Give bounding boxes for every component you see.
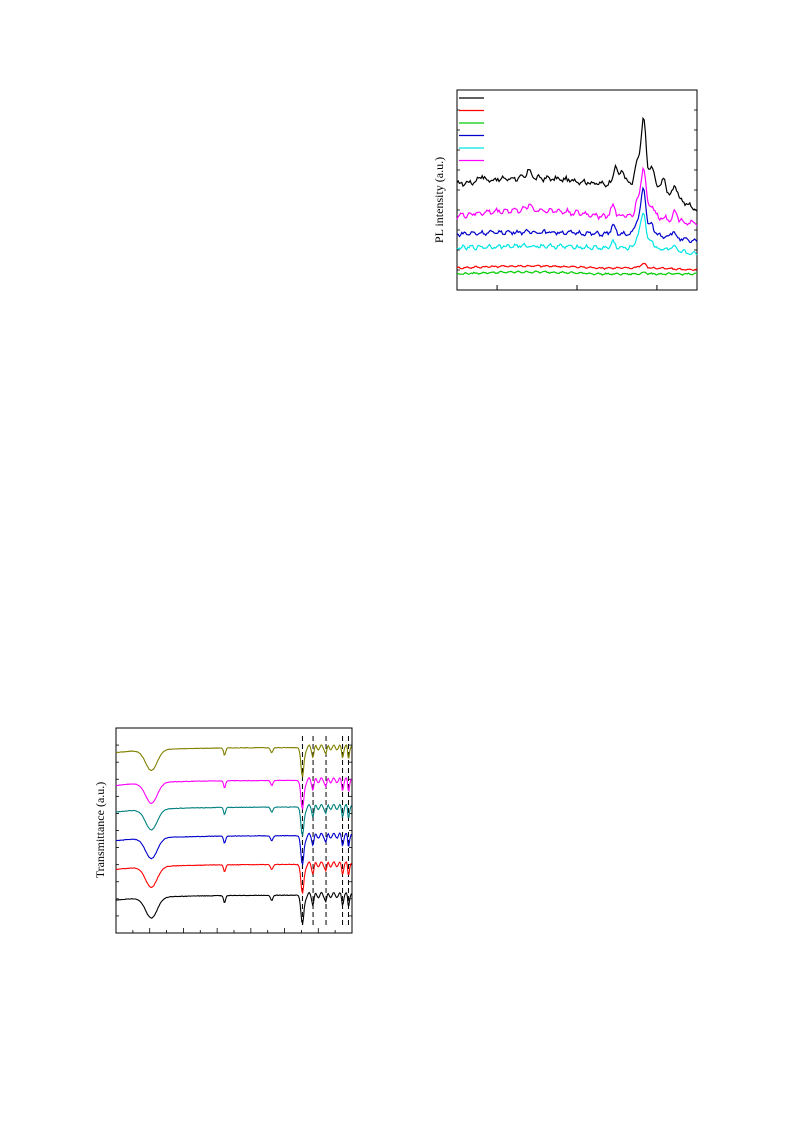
ftir-series-line (115, 776, 352, 811)
pl-plot-frame (456, 89, 698, 291)
pl-chart-svg: PL intensity (a.u.) (432, 89, 698, 291)
ftir-series-line (115, 860, 352, 895)
pl-chart: PL intensity (a.u.) (425, 78, 715, 308)
pl-series-lines (456, 116, 698, 276)
pl-series-line (456, 270, 697, 276)
ftir-series-line (115, 803, 352, 837)
ftir-chart-svg: Transmittance (a.u.) (93, 727, 353, 934)
ftir-series-line (115, 891, 352, 926)
ftir-tick-marks (116, 744, 352, 933)
pl-series-line (456, 262, 698, 272)
ftir-series-line (115, 832, 352, 866)
pl-legend (459, 97, 484, 162)
pl-y-axis-label: PL intensity (a.u.) (432, 157, 446, 243)
ftir-series-line (116, 744, 352, 779)
ftir-y-axis-label: Transmittance (a.u.) (93, 782, 107, 879)
pl-series-line (456, 186, 698, 244)
pl-tick-marks (457, 109, 697, 290)
pl-series-line (456, 116, 698, 212)
pl-series-line (456, 166, 698, 226)
pl-series-line (456, 212, 698, 256)
ftir-chart: Transmittance (a.u.) (88, 718, 368, 943)
ftir-series-lines (115, 744, 352, 926)
